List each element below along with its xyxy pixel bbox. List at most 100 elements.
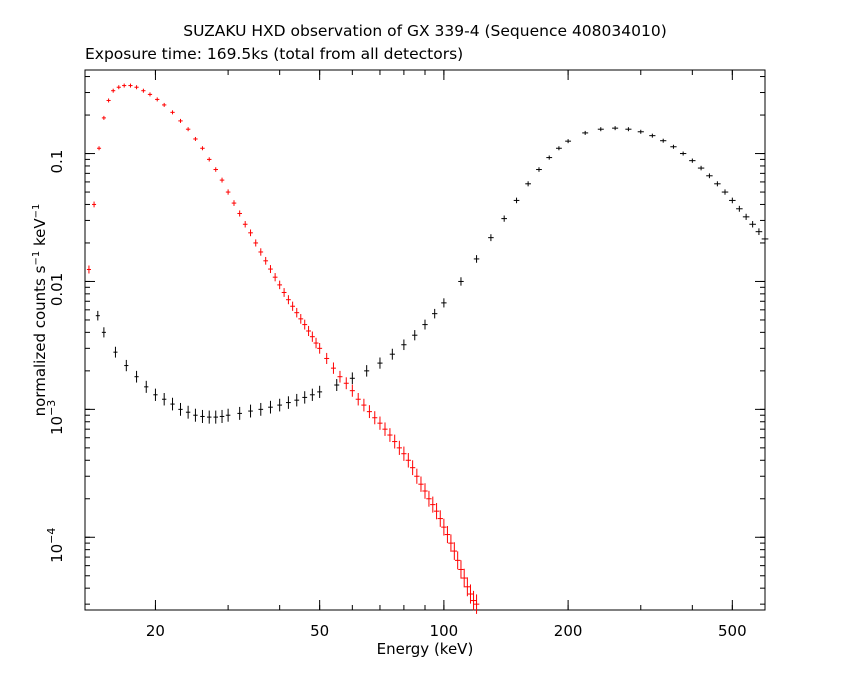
data-point — [286, 396, 291, 409]
data-point — [387, 428, 393, 442]
data-point — [170, 397, 175, 411]
y-tick-label: 10−4 — [45, 528, 66, 563]
x-tick-label: 500 — [718, 622, 747, 640]
data-point — [200, 146, 205, 151]
y-axis-label-main: normalized counts s — [31, 265, 49, 417]
data-point — [219, 177, 225, 183]
data-point — [470, 590, 477, 611]
data-point — [268, 265, 273, 274]
data-point — [258, 248, 264, 256]
data-point — [231, 200, 237, 206]
data-point — [106, 98, 111, 103]
data-point — [412, 330, 418, 341]
y-axis-label-unit: keV — [31, 218, 49, 251]
data-point — [268, 400, 273, 414]
x-axis-label: Energy (keV) — [376, 640, 474, 658]
data-point — [422, 319, 428, 330]
data-point — [193, 408, 198, 422]
data-point — [721, 189, 729, 195]
data-point — [736, 205, 743, 212]
data-point — [213, 167, 218, 172]
data-point — [464, 577, 471, 597]
data-point — [206, 157, 212, 162]
data-point — [612, 126, 619, 131]
data-point — [597, 127, 604, 132]
data-point — [141, 88, 146, 93]
data-point — [349, 372, 355, 385]
data-point — [128, 83, 133, 88]
data-point — [679, 151, 687, 156]
data-point — [454, 551, 461, 570]
data-point — [92, 201, 97, 208]
chart-subtitle: Exposure time: 169.5ks (total from all d… — [85, 45, 464, 63]
data-point — [290, 301, 296, 311]
data-point — [401, 446, 407, 461]
data-point — [277, 280, 283, 290]
data-point — [144, 380, 149, 393]
data-point — [582, 130, 589, 135]
data-point — [473, 255, 480, 263]
data-point — [330, 362, 336, 374]
data-point — [649, 133, 656, 138]
data-point — [525, 181, 531, 187]
data-point — [225, 408, 231, 422]
series-layer — [86, 83, 769, 614]
data-point — [426, 490, 432, 507]
data-point — [302, 319, 308, 330]
data-point — [742, 213, 750, 220]
data-point — [714, 181, 721, 187]
data-point — [162, 393, 167, 406]
data-point — [473, 594, 480, 614]
data-point — [430, 496, 436, 513]
x-axis: 20 50 100 200 500 — [146, 70, 766, 640]
y-axis: 10−410−30.010.1 — [45, 76, 765, 605]
data-point — [162, 102, 167, 107]
data-point — [366, 405, 372, 419]
data-point — [317, 385, 323, 398]
data-point — [458, 277, 464, 286]
x-tick-label: 20 — [146, 622, 165, 640]
data-point — [697, 165, 705, 171]
data-point — [155, 97, 160, 102]
data-point — [467, 584, 474, 604]
data-point — [213, 410, 218, 424]
data-point — [237, 210, 242, 217]
data-point — [410, 460, 416, 476]
y-tick-label: 0.01 — [48, 273, 66, 306]
data-point — [349, 384, 355, 397]
data-point — [706, 173, 713, 179]
data-point — [193, 136, 198, 141]
series-0 — [86, 83, 480, 614]
data-point — [263, 256, 269, 265]
data-point — [451, 542, 458, 560]
data-point — [761, 235, 769, 243]
data-point — [501, 215, 507, 222]
data-point — [309, 388, 315, 401]
data-point — [95, 310, 100, 321]
data-point — [298, 314, 304, 324]
data-point — [206, 410, 212, 424]
data-point — [272, 273, 278, 282]
data-point — [116, 85, 121, 90]
data-point — [461, 568, 467, 588]
data-point — [153, 388, 158, 401]
data-point — [97, 146, 102, 151]
data-point — [513, 197, 520, 204]
data-point — [414, 468, 420, 484]
data-point — [101, 115, 106, 120]
data-point — [219, 409, 225, 423]
data-point — [422, 483, 428, 499]
data-point — [313, 337, 319, 349]
data-point — [405, 452, 411, 468]
data-point — [178, 402, 183, 416]
chart-title: SUZAKU HXD observation of GX 339-4 (Sequ… — [183, 22, 667, 40]
y-axis-label-exponent-2: −1 — [31, 203, 42, 219]
data-point — [170, 110, 175, 115]
data-point — [309, 331, 315, 342]
data-point — [377, 357, 383, 369]
data-point — [382, 422, 388, 436]
data-point — [294, 307, 300, 318]
x-tick-label: 50 — [310, 622, 329, 640]
data-point — [178, 118, 183, 123]
